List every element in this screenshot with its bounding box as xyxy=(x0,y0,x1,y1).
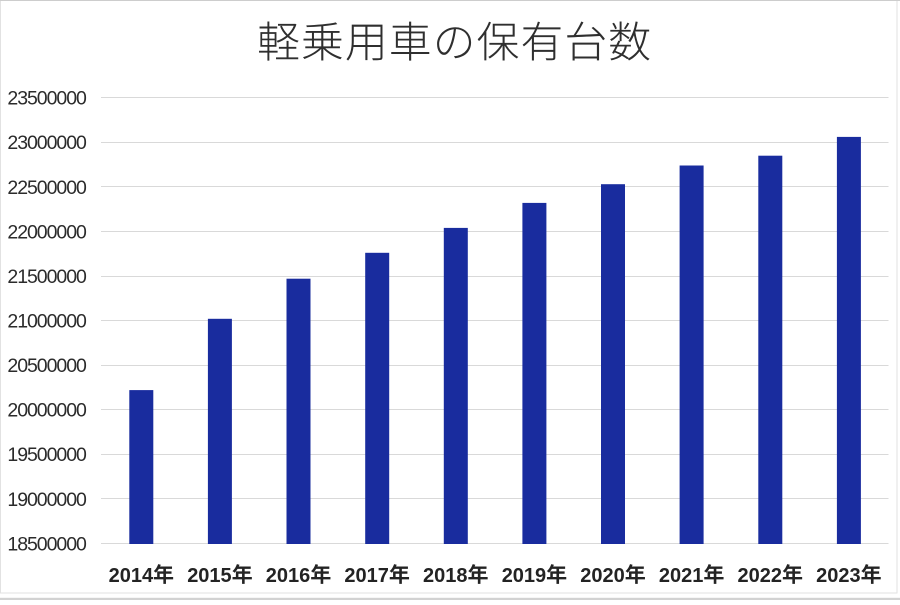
svg-text:22500000: 22500000 xyxy=(7,177,87,199)
svg-text:2018: 2018 xyxy=(423,565,468,587)
svg-text:2021: 2021 xyxy=(659,565,704,587)
svg-text:20500000: 20500000 xyxy=(7,355,87,377)
svg-text:18500000: 18500000 xyxy=(7,533,87,555)
svg-text:21500000: 21500000 xyxy=(7,266,87,288)
svg-text:20000000: 20000000 xyxy=(7,400,87,422)
svg-text:2015: 2015 xyxy=(187,565,232,587)
svg-text:2017: 2017 xyxy=(344,565,389,587)
svg-text:2016: 2016 xyxy=(266,565,311,587)
svg-text:2022: 2022 xyxy=(738,565,783,587)
svg-text:21000000: 21000000 xyxy=(7,311,87,333)
svg-text:22000000: 22000000 xyxy=(7,221,87,243)
svg-text:23500000: 23500000 xyxy=(7,88,87,110)
svg-text:2019: 2019 xyxy=(502,565,547,587)
svg-text:2020: 2020 xyxy=(580,565,625,587)
svg-text:2014: 2014 xyxy=(109,565,154,587)
svg-text:19500000: 19500000 xyxy=(7,444,87,466)
svg-text:23000000: 23000000 xyxy=(7,132,87,154)
svg-text:2023: 2023 xyxy=(816,565,861,587)
svg-text:19000000: 19000000 xyxy=(7,489,87,511)
